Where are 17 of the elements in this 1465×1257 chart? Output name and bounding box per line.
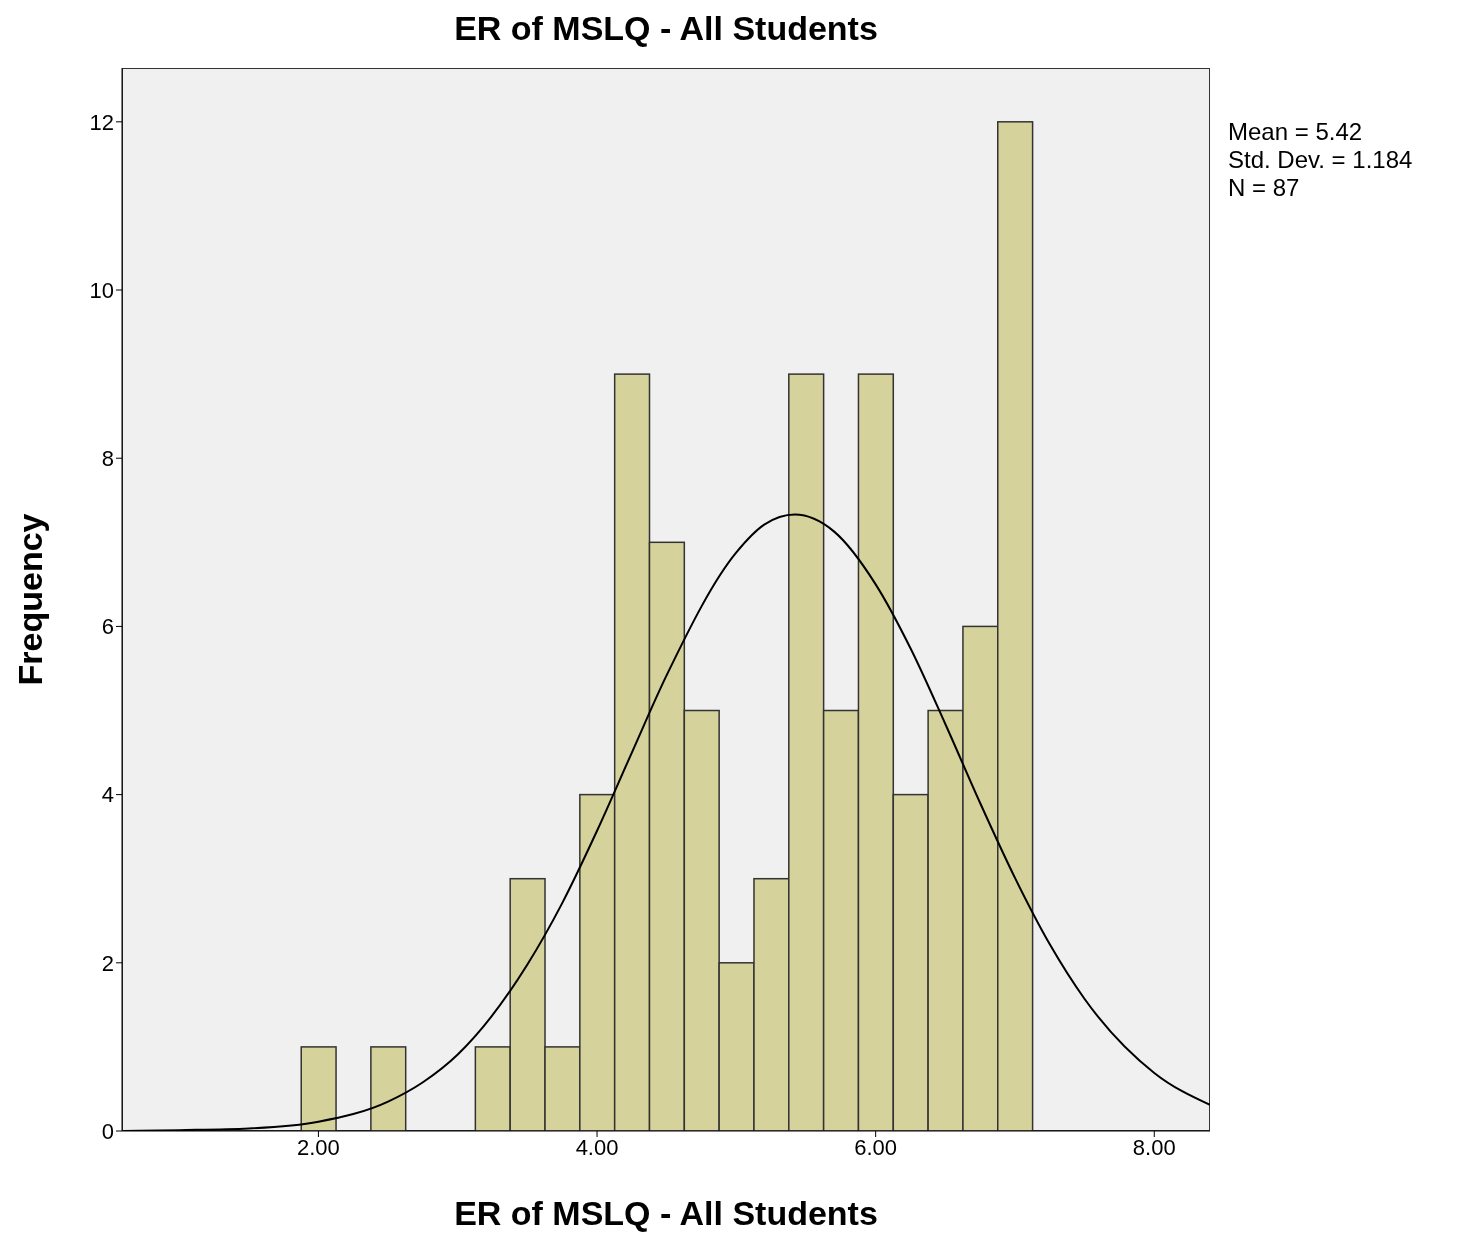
y-tick-label: 12	[89, 109, 114, 135]
x-axis-title: ER of MSLQ - All Students	[454, 1194, 878, 1232]
chart-title: ER of MSLQ - All Students	[453, 8, 879, 48]
y-tick-label: 8	[101, 446, 114, 472]
y-tick-label: 0	[101, 1118, 114, 1144]
x-tick-label: 4.00	[575, 1134, 619, 1160]
y-tick-label: 2	[101, 950, 114, 976]
text: Std. Dev. = 1.184	[1228, 146, 1413, 174]
text: N = 87	[1228, 174, 1301, 202]
text: Mean = 5.42	[1228, 118, 1364, 146]
y-tick-label: 4	[101, 782, 114, 808]
y-tick-label: 10	[89, 277, 114, 303]
x-tick-label: 6.00	[854, 1134, 898, 1160]
y-axis-title: Frequency	[11, 513, 50, 686]
x-tick-label: 2.00	[297, 1134, 340, 1160]
x-tick-label: 8.00	[1132, 1134, 1176, 1160]
y-tick-label: 6	[101, 614, 114, 640]
